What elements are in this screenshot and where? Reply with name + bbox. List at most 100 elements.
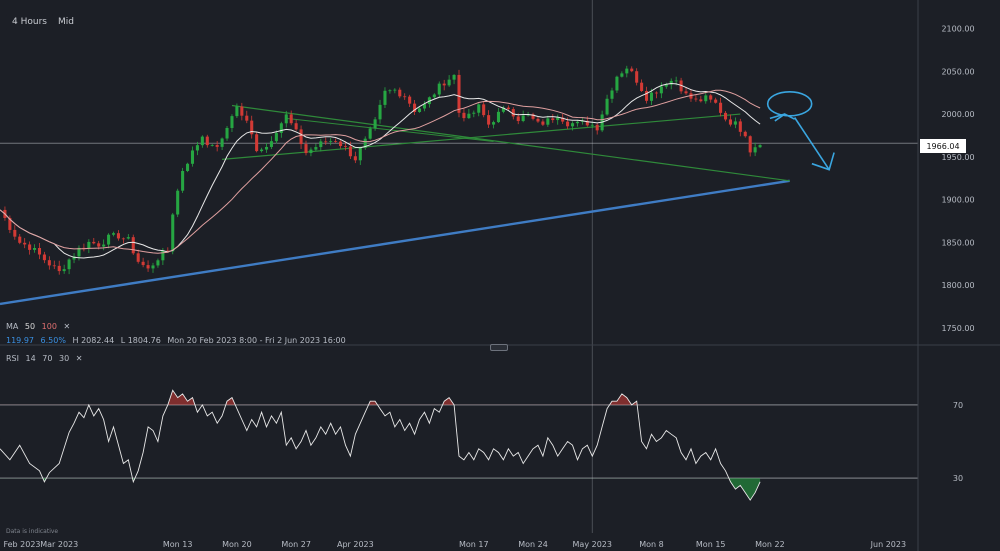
- candle-body: [28, 244, 32, 250]
- candle-body: [575, 121, 579, 124]
- candle-body: [585, 120, 589, 126]
- rsi-line: [0, 389, 761, 501]
- candle-body: [748, 136, 752, 153]
- candle-body: [709, 95, 713, 100]
- candle-body: [284, 114, 288, 124]
- candle-body: [506, 107, 510, 110]
- rsi-overbought-level: 70: [42, 354, 53, 363]
- price-type-button[interactable]: Mid: [52, 14, 80, 30]
- candle-body: [388, 90, 392, 92]
- y-tick-label: 1900.00: [941, 196, 974, 205]
- rsi-level-label: 70: [953, 401, 963, 410]
- candle-body: [8, 217, 12, 230]
- candle-body: [694, 98, 698, 100]
- candle-body: [566, 121, 570, 127]
- candle-body: [314, 147, 318, 150]
- candle-body: [215, 145, 219, 147]
- x-tick-label: Apr 2023: [337, 540, 374, 549]
- candle-body: [511, 109, 515, 117]
- candle-body: [487, 115, 491, 125]
- candle-body: [482, 104, 486, 116]
- candle-body: [570, 123, 575, 127]
- candle-body: [531, 114, 535, 119]
- candle-body: [240, 106, 244, 116]
- candle-body: [758, 145, 762, 148]
- close-icon[interactable]: ✕: [63, 322, 71, 331]
- candle-body: [161, 250, 165, 261]
- candle-body: [492, 122, 496, 125]
- candle-body: [245, 115, 249, 121]
- rsi-legend-label: RSI: [6, 354, 19, 363]
- candle-body: [403, 96, 407, 98]
- descending-trendline: [231, 104, 790, 182]
- candle-body: [200, 136, 204, 146]
- candle-body: [151, 265, 155, 269]
- candle-body: [580, 120, 584, 122]
- y-tick-label: 2100.00: [941, 25, 974, 34]
- candle-body: [615, 76, 619, 91]
- candle-body: [635, 71, 639, 83]
- candle-body: [136, 253, 140, 262]
- candle-body: [625, 68, 629, 74]
- close-icon[interactable]: ✕: [75, 354, 83, 363]
- candle-body: [102, 244, 106, 247]
- candle-body: [225, 127, 229, 139]
- candle-body: [57, 265, 61, 272]
- candle-body: [195, 145, 199, 151]
- candle-body: [171, 214, 175, 252]
- candles: [3, 65, 762, 275]
- ma-legend-period-50: 50: [24, 322, 36, 331]
- candle-body: [309, 149, 313, 154]
- x-tick-label: Mon 20: [222, 540, 252, 549]
- candle-body: [47, 260, 51, 266]
- y-tick-label: 2050.00: [941, 67, 974, 76]
- candle-body: [77, 247, 81, 257]
- candle-body: [146, 265, 150, 269]
- candle-body: [590, 124, 594, 126]
- moving-averages: [0, 82, 761, 259]
- candle-body: [358, 147, 362, 161]
- disclaimer-text: Data is indicative: [6, 528, 59, 535]
- x-tick-label: Mon 15: [696, 540, 726, 549]
- candle-body: [610, 90, 614, 99]
- candle-body: [743, 131, 747, 137]
- candle-body: [477, 104, 481, 113]
- candle-body: [13, 229, 17, 237]
- candle-body: [541, 121, 545, 125]
- candle-body: [156, 260, 160, 266]
- candle-body: [472, 112, 476, 114]
- candle-body: [669, 80, 673, 85]
- candle-body: [176, 190, 180, 215]
- candle-body: [324, 141, 328, 143]
- candle-body: [255, 134, 259, 152]
- candle-body: [334, 141, 338, 142]
- candle-body: [699, 99, 703, 102]
- candle-body: [457, 74, 461, 113]
- candle-body: [87, 241, 91, 249]
- x-tick-label: Mon 17: [459, 540, 489, 549]
- candle-body: [141, 261, 145, 266]
- inner-trendline: [286, 117, 494, 142]
- x-tick-label: Mon 13: [163, 540, 193, 549]
- candle-body: [728, 119, 732, 125]
- ascending-trendline: [222, 113, 741, 161]
- candle-body: [294, 123, 298, 130]
- candle-body: [422, 104, 426, 109]
- candle-body: [630, 68, 634, 72]
- candle-body: [107, 234, 111, 245]
- candle-body: [72, 256, 76, 260]
- stat-high: H 2082.44: [72, 336, 115, 345]
- ma-legend[interactable]: MA 50 100 ✕: [6, 322, 74, 331]
- interval-button[interactable]: 4 Hours: [6, 14, 53, 30]
- chart-grid: [0, 0, 918, 533]
- rsi-legend[interactable]: RSI 14 70 30 ✕: [6, 354, 86, 363]
- x-tick-label: Feb 2023: [3, 540, 40, 549]
- candle-body: [496, 111, 501, 123]
- candle-body: [501, 107, 505, 112]
- candle-body: [684, 91, 688, 94]
- candle-body: [654, 92, 658, 94]
- pane-resize-handle[interactable]: [490, 344, 508, 351]
- candle-body: [186, 163, 190, 171]
- candle-body: [269, 141, 273, 147]
